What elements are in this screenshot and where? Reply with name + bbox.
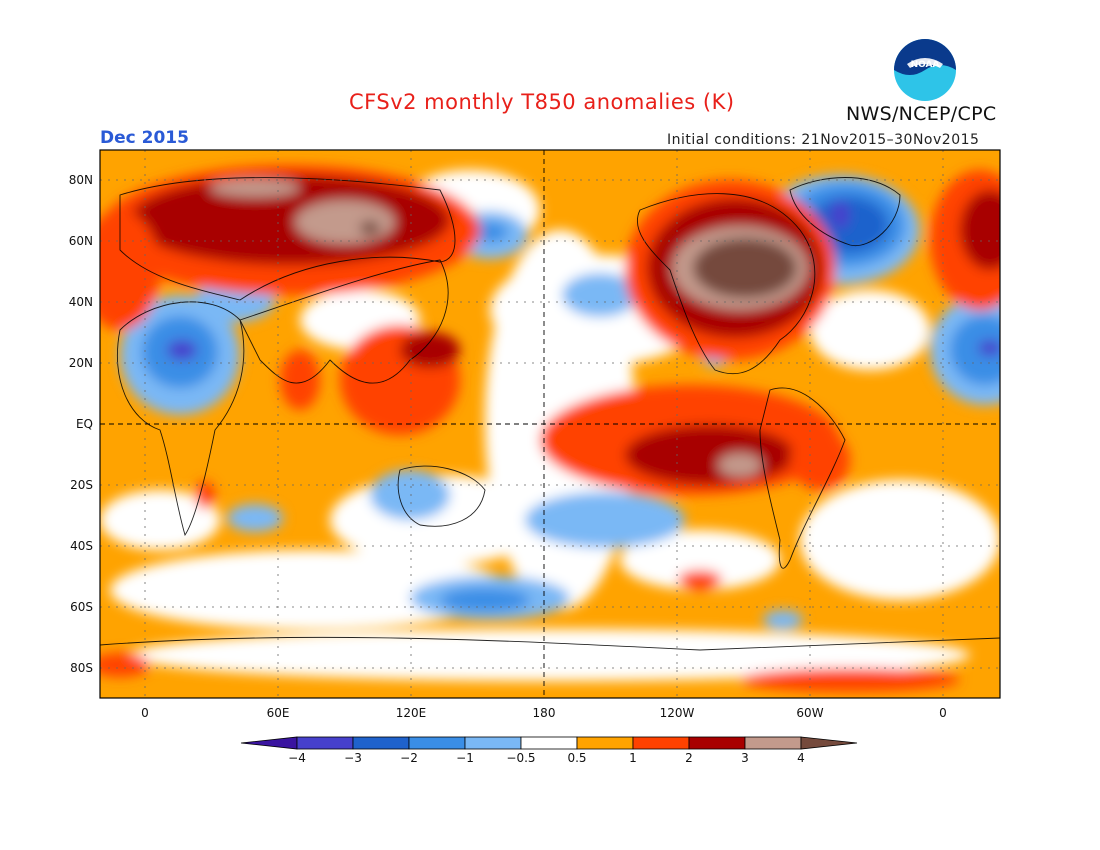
warm-anomaly (130, 175, 450, 265)
warm-anomaly (678, 570, 722, 590)
cold-anomaly (227, 504, 283, 532)
lat-label: 20S (70, 478, 93, 492)
map-frame (99, 149, 1001, 699)
colorbar-label: 3 (741, 751, 749, 765)
neutral-zone (810, 290, 930, 370)
warm-anomaly (740, 668, 960, 692)
lon-label: 180 (533, 706, 556, 720)
cold-anomaly (830, 201, 850, 229)
warm-anomaly (210, 179, 300, 197)
chart-title: CFSv2 monthly T850 anomalies (K) (349, 90, 735, 114)
cold-anomaly (978, 340, 1000, 356)
warm-anomaly (625, 425, 795, 485)
organization-label: NWS/NCEP/CPC (846, 103, 997, 125)
colorbar-label: 2 (685, 751, 693, 765)
lon-label: 60E (267, 706, 290, 720)
colorbar-segment (576, 736, 634, 750)
colorbar-segment (296, 736, 354, 750)
neutral-zone (620, 530, 780, 590)
warm-anomaly (790, 430, 850, 490)
cold-anomaly (472, 222, 508, 242)
lat-label: 40N (69, 295, 93, 309)
lat-axis: 80N 60N 40N 20N EQ 20S 40S 60S 80S (69, 173, 93, 675)
colorbar-label: 4 (797, 751, 805, 765)
warm-anomaly (360, 221, 380, 235)
lat-label: 60S (70, 600, 93, 614)
colorbar-labels: −4 −3 −2 −1 −0.5 0.5 1 2 3 4 (288, 751, 805, 765)
cold-anomaly (440, 588, 530, 612)
cold-anomaly (370, 470, 450, 520)
colorbar-segment (240, 736, 298, 750)
warm-anomaly (400, 332, 460, 368)
cold-anomaly (950, 315, 1000, 385)
warm-anomaly (280, 350, 320, 410)
colorbar-label: −3 (344, 751, 362, 765)
equator-dateline (100, 150, 1000, 698)
anomaly-field (100, 150, 1000, 698)
warm-anomaly (693, 238, 797, 298)
lat-label: 60N (69, 234, 93, 248)
colorbar-label: −2 (400, 751, 418, 765)
colorbar-segment (688, 736, 746, 750)
warm-anomaly (195, 481, 215, 509)
warm-anomaly (295, 200, 395, 244)
lon-label: 0 (141, 706, 149, 720)
colorbar-segment (352, 736, 410, 750)
cold-anomaly (525, 492, 685, 548)
warm-anomaly (100, 210, 160, 330)
lon-axis: 0 60E 120E 180 120W 60W 0 (141, 706, 947, 720)
colorbar-label: −0.5 (506, 751, 535, 765)
cold-anomaly (763, 610, 803, 630)
lat-label: EQ (76, 417, 93, 431)
lon-label: 120E (396, 706, 427, 720)
colorbar-label: −4 (288, 751, 306, 765)
colorbar-segment (408, 736, 466, 750)
colorbar-segment (800, 736, 858, 750)
neutral-zone (110, 550, 510, 630)
forecast-month: Dec 2015 (100, 128, 189, 148)
neutral-zone (800, 480, 1000, 600)
colorbar-segment (520, 736, 578, 750)
cold-anomaly (562, 273, 638, 317)
initial-conditions: Initial conditions: 21Nov2015–30Nov2015 (667, 132, 980, 148)
lon-label: 0 (939, 706, 947, 720)
lat-label: 20N (69, 356, 93, 370)
logo-text: NOAA (911, 60, 940, 70)
warm-anomaly (960, 190, 1000, 270)
colorbar (240, 736, 858, 750)
colorbar-label: 1 (629, 751, 637, 765)
cold-anomaly (167, 340, 197, 360)
coastlines (100, 177, 1000, 651)
noaa-logo: NOAA (893, 38, 957, 102)
lat-label: 80S (70, 661, 93, 675)
colorbar-segment (632, 736, 690, 750)
colorbar-label: −1 (456, 751, 474, 765)
lon-label: 120W (660, 706, 695, 720)
warm-anomaly (718, 453, 762, 477)
colorbar-segment (464, 736, 522, 750)
lat-label: 40S (70, 539, 93, 553)
colorbar-label: 0.5 (567, 751, 586, 765)
warm-anomaly (100, 653, 150, 677)
neutral-zone (100, 490, 220, 550)
colorbar-segment (744, 736, 802, 750)
lat-label: 80N (69, 173, 93, 187)
lon-label: 60W (796, 706, 823, 720)
